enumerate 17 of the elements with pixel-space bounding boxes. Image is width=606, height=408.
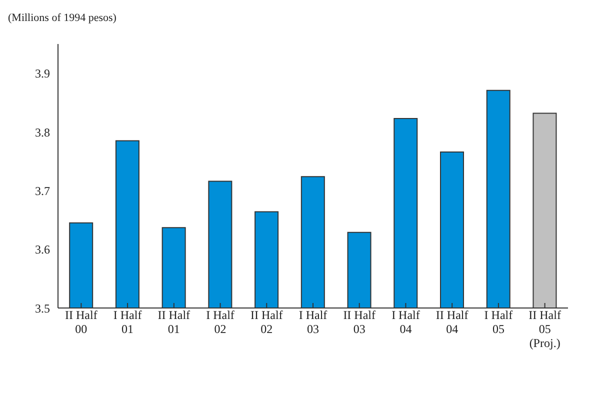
y-tick-label: 3.6 — [35, 242, 50, 257]
x-tick-label: I Half 03 — [298, 308, 328, 336]
x-tick-label: II Half 04 — [436, 308, 468, 336]
x-tick-label: II Half 03 — [343, 308, 376, 336]
x-tick-label: II Half 05 (Proj.) — [528, 308, 561, 350]
x-tick-label: I Half 02 — [206, 308, 234, 336]
x-tick-label: II Half 01 — [158, 308, 190, 336]
y-tick-label: 3.9 — [35, 66, 50, 81]
x-tick-label: I Half 04 — [392, 308, 420, 336]
x-tick-label: II Half 00 — [65, 308, 98, 336]
y-tick-label: 3.8 — [35, 125, 50, 140]
x-tick-label: I Half 05 — [484, 308, 513, 336]
x-tick-label: I Half 01 — [113, 308, 142, 336]
y-tick-label: 3.5 — [35, 301, 50, 316]
y-tick-label: 3.7 — [35, 184, 50, 198]
chart-title: (Millions of 1994 pesos) — [8, 11, 118, 24]
x-tick-label: II Half 02 — [250, 308, 283, 336]
